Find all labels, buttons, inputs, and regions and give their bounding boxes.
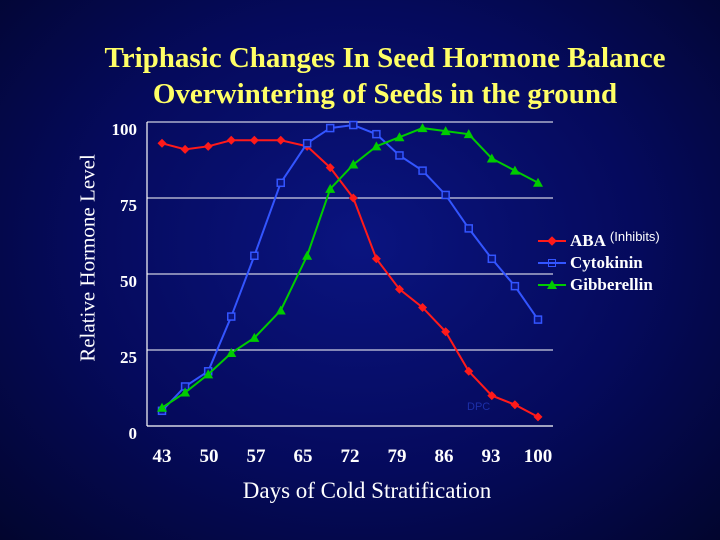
series-aba [157,135,543,422]
triangle-marker-icon [547,280,557,289]
point-aba-0 [157,138,167,148]
point-cytokinin-5 [276,178,285,188]
point-cytokinin-8 [349,120,358,130]
point-aba-16 [533,412,543,422]
x-tick-label-93: 93 [482,446,501,467]
point-gibberellin-13 [463,129,474,139]
point-gibberellin-12 [440,126,451,136]
y-tick-label-0: 0 [129,424,138,443]
point-gibberellin-1 [180,387,191,397]
point-gibberellin-3 [226,348,237,358]
legend-key-aba [538,235,566,247]
y-tick-label-25: 25 [120,348,137,367]
point-aba-9 [371,254,381,264]
x-tick-labels: 43 50 57 65 72 79 86 93 100 [153,446,553,467]
point-gibberellin-11 [417,123,428,133]
point-aba-7 [325,163,335,173]
x-tick-label-57: 57 [247,446,267,467]
point-cytokinin-11 [418,166,427,175]
chart-title-line-1: Triphasic Changes In Seed Hormone Balanc… [104,42,666,74]
series-cytokinin [157,120,543,416]
x-tick-label-100: 100 [524,446,553,467]
y-tick-label-50: 50 [120,272,137,291]
series-line-aba [161,139,539,418]
series-gibberellin [157,123,543,412]
point-gibberellin-0 [157,402,167,412]
y-tick-label-100: 100 [112,120,138,139]
legend-entry-gibberellin: Gibberellin [538,274,660,296]
legend-entry-cytokinin: Cytokinin [538,252,660,274]
legend-entry-aba: ABA (Inhibits) [538,228,660,252]
point-aba-1 [180,144,190,154]
point-aba-2 [203,141,213,151]
point-aba-8 [348,193,358,203]
point-aba-12 [441,327,451,337]
x-axis-label: Days of Cold Stratification [242,478,492,503]
point-gibberellin-7 [325,183,336,193]
point-gibberellin-8 [348,159,359,169]
x-tick-label-43: 43 [153,446,172,467]
x-tick-label-50: 50 [200,446,219,467]
square-marker-icon [548,259,556,267]
legend-label-cytokinin: Cytokinin [570,253,643,272]
point-cytokinin-16 [533,315,543,324]
point-cytokinin-9 [372,129,381,139]
x-tick-label-65: 65 [294,446,313,467]
point-gibberellin-5 [275,305,286,315]
point-gibberellin-9 [371,141,382,151]
point-aba-15 [510,400,520,410]
legend-label-aba: ABA [570,231,606,250]
axes [146,122,553,427]
point-cytokinin-10 [395,151,404,160]
point-cytokinin-7 [325,123,335,133]
point-cytokinin-12 [441,190,450,200]
point-gibberellin-15 [509,165,520,175]
point-aba-5 [276,135,286,145]
point-cytokinin-4 [250,251,259,261]
point-aba-3 [226,135,236,145]
point-cytokinin-15 [510,281,520,291]
legend-label-gibberellin: Gibberellin [570,275,653,294]
x-tick-label-86: 86 [435,446,454,467]
point-aba-10 [394,284,404,294]
x-tick-label-72: 72 [341,446,360,467]
legend-key-cytokinin [538,257,566,269]
diamond-marker-icon [547,236,557,246]
point-gibberellin-4 [249,332,260,342]
point-gibberellin-2 [203,369,214,379]
chart-title: Triphasic Changes In Seed Hormone Balanc… [40,40,720,112]
data-series [157,120,543,422]
chart-legend: ABA (Inhibits) Cytokinin Gibberellin [538,228,660,296]
point-aba-11 [418,302,428,312]
point-cytokinin-13 [464,224,473,233]
point-cytokinin-14 [487,254,497,264]
x-tick-label-79: 79 [388,446,407,467]
point-gibberellin-10 [394,132,405,142]
y-tick-labels: 0 25 50 75 100 [112,120,138,443]
point-aba-4 [249,135,259,145]
point-cytokinin-3 [227,312,236,321]
point-gibberellin-14 [486,153,497,163]
legend-note-aba: (Inhibits) [609,228,660,244]
y-tick-label-75: 75 [120,196,137,215]
point-gibberellin-16 [533,177,543,187]
legend-key-gibberellin [538,279,566,291]
point-gibberellin-6 [302,250,313,260]
chart-title-line-2: Overwintering of Seeds in the ground [152,78,618,110]
watermark-text: DPC [467,401,491,413]
series-line-gibberellin [161,127,539,409]
point-aba-13 [464,366,474,376]
point-cytokinin-6 [302,139,312,148]
point-aba-14 [487,391,497,401]
